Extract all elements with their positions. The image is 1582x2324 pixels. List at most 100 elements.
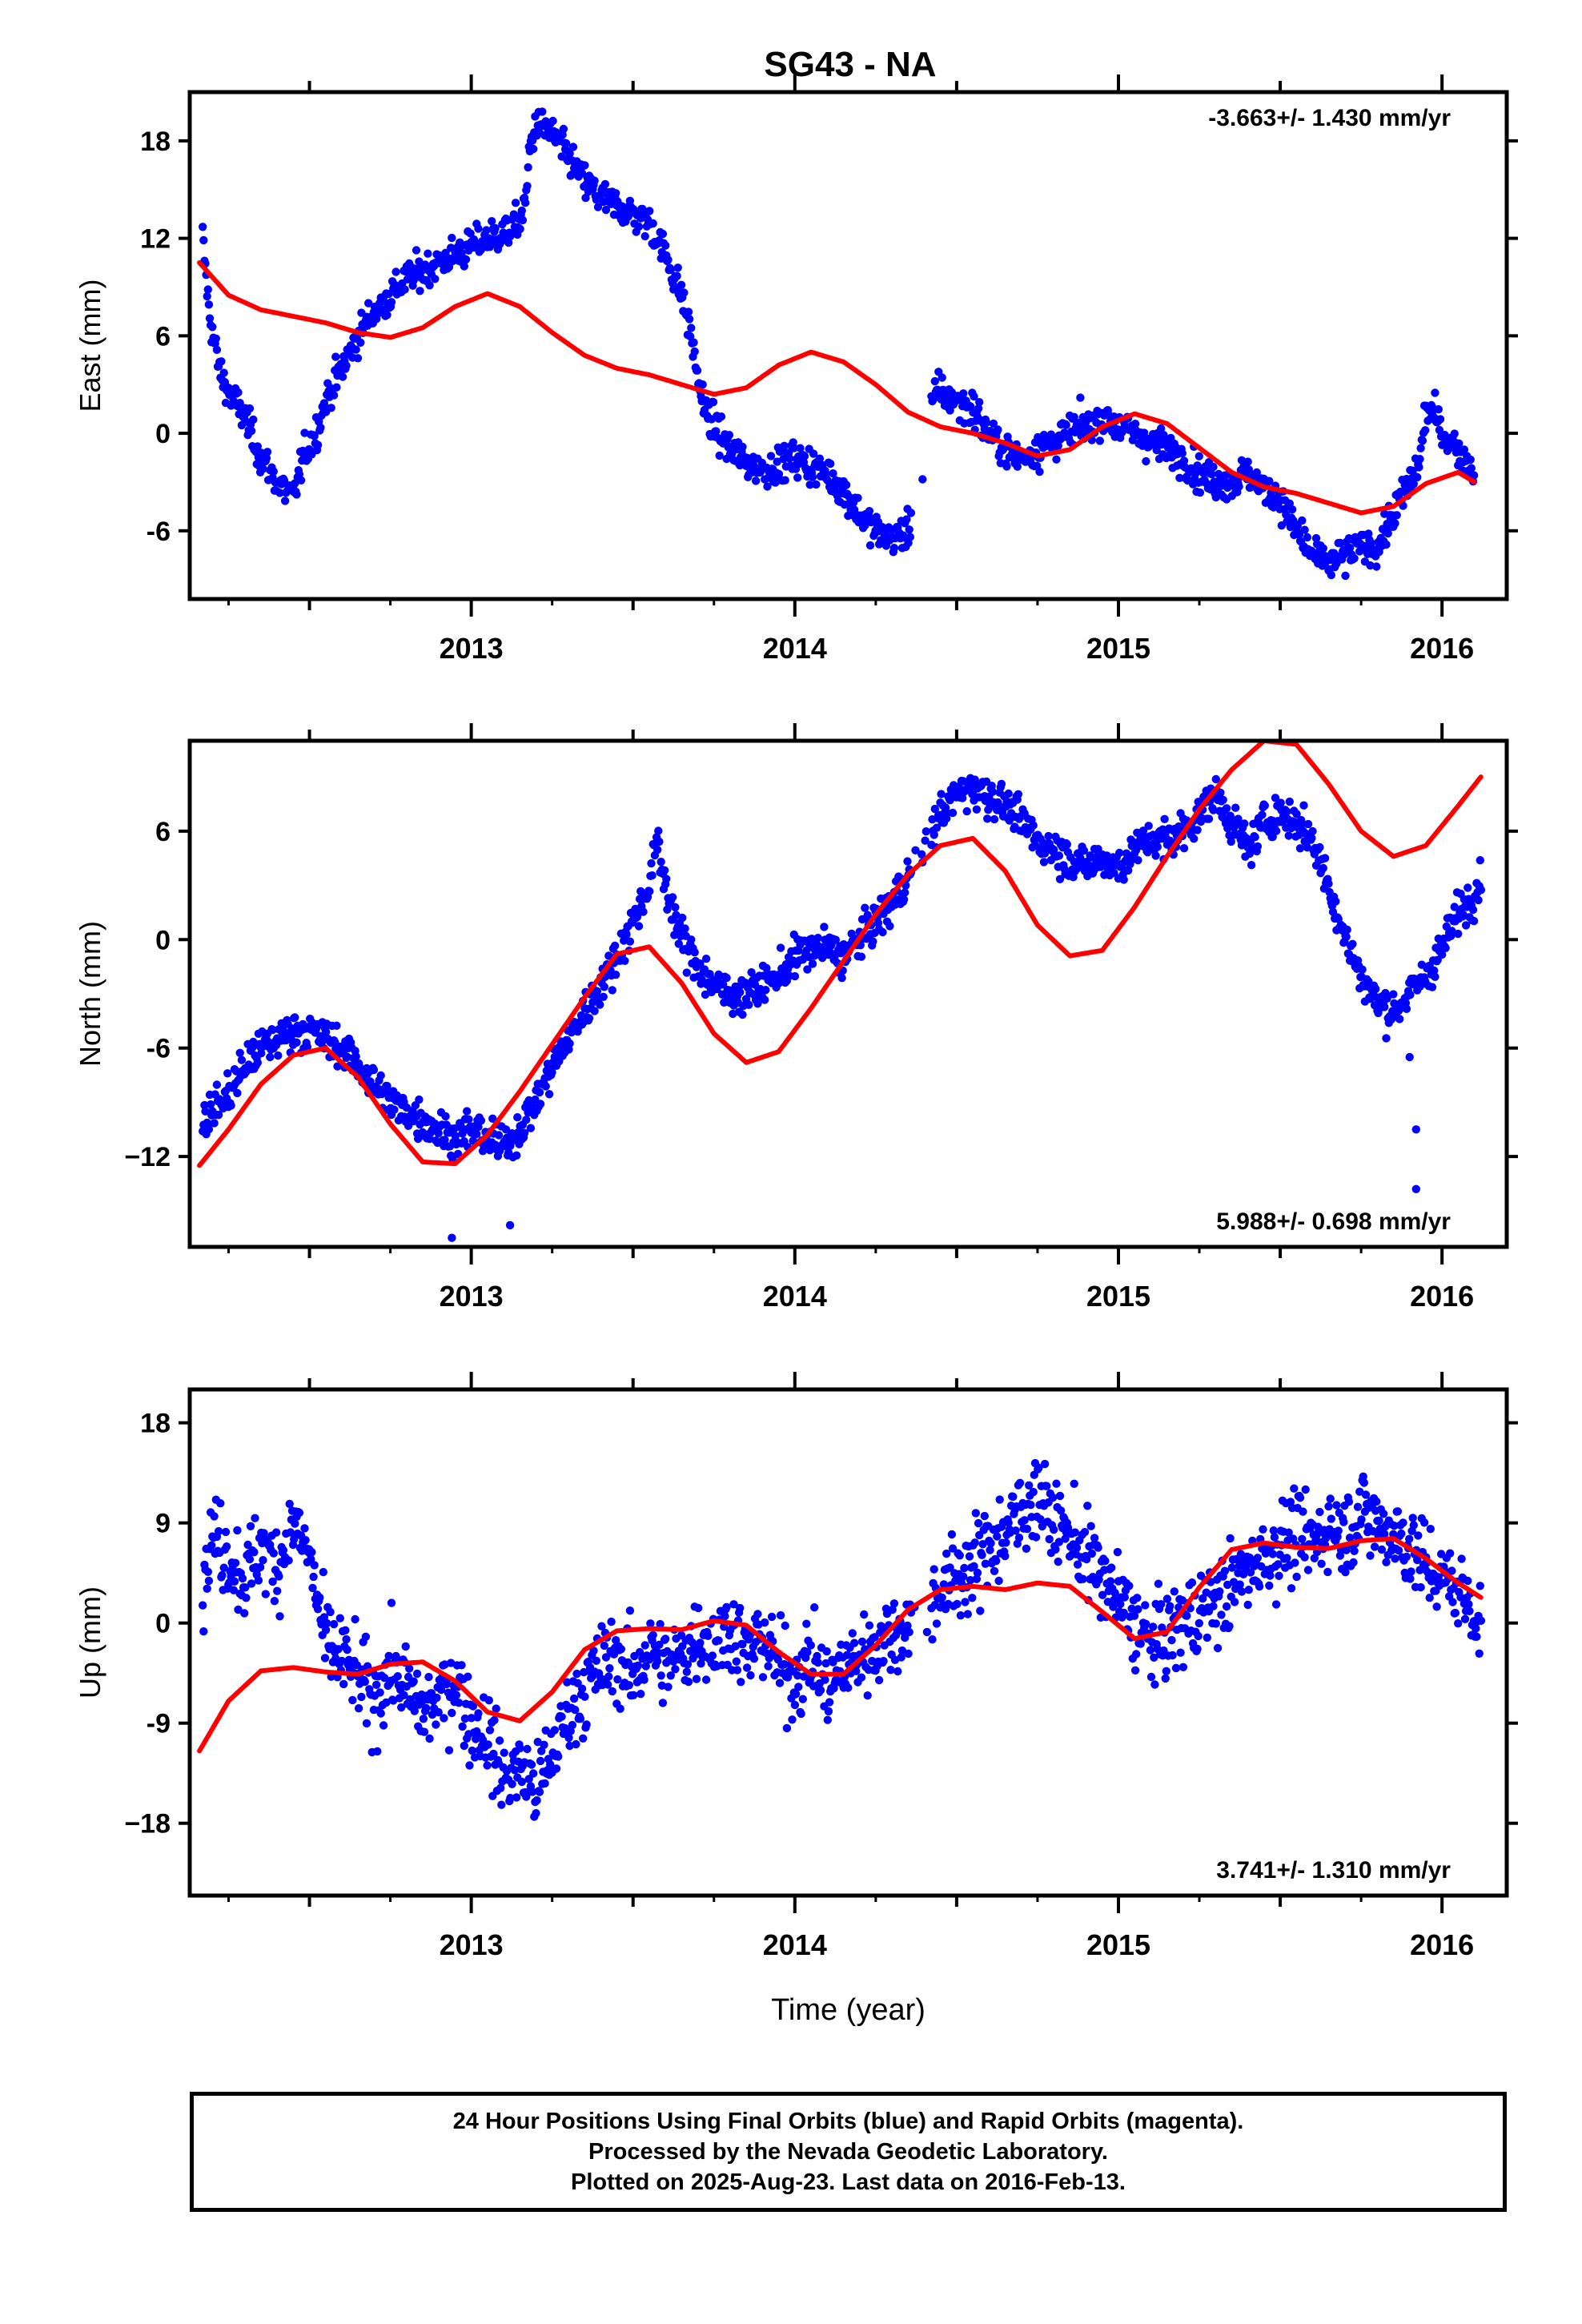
y-tick-label: 12 [140,224,171,255]
observation-point [1026,1501,1035,1510]
observation-point [1469,916,1479,926]
observation-point [313,1605,323,1614]
observation-point [460,262,468,271]
observation-point [1366,561,1375,570]
observation-point [329,391,339,400]
observation-point [229,1586,239,1594]
observation-point [970,1562,978,1571]
observation-point [1472,1632,1481,1641]
observation-point [803,965,812,974]
observation-point [1124,866,1133,875]
observation-point [269,467,278,476]
axes-frame-east [187,90,1509,601]
observation-point [1269,1526,1279,1535]
observation-point [879,1657,888,1666]
observation-point [571,1705,580,1715]
observation-point [746,1671,755,1680]
observation-point [321,1626,331,1634]
observation-point [482,226,491,235]
observation-point [680,288,689,297]
observation-point [431,275,440,283]
observation-point [958,794,967,802]
observation-point [509,210,518,219]
observation-point [321,1027,331,1036]
observation-point [674,939,683,948]
observation-point [451,1132,460,1140]
observation-point [523,1744,532,1754]
observation-point [1004,789,1013,798]
observation-point [737,1678,745,1687]
observation-point [1283,1554,1291,1562]
observation-point [1237,1587,1247,1596]
observation-point [1004,1518,1013,1527]
observation-point [976,1606,985,1615]
observation-point [247,1579,256,1588]
observation-point [1213,1643,1223,1653]
observation-point [533,1738,542,1747]
observation-point [761,1618,769,1627]
observation-point [712,427,721,436]
observation-point [1022,1544,1031,1554]
observation-point [1216,788,1225,797]
observation-point [1380,1003,1389,1011]
observation-point [1328,907,1338,916]
observation-point [214,1526,223,1536]
observation-point [607,1617,616,1626]
observation-point [313,440,323,449]
observation-point [506,1794,515,1803]
observation-point [465,1761,474,1770]
observation-point [1150,1680,1159,1689]
final-orbit-points-east [199,107,1479,581]
observation-point [1090,1534,1099,1542]
observation-point [978,1550,986,1560]
observation-point [653,845,662,854]
observation-point [634,222,644,231]
observation-point [342,361,351,370]
observation-point [373,1747,382,1756]
observation-point [508,1779,516,1788]
observation-point [1146,1672,1156,1682]
observation-point [1355,1487,1364,1496]
plot-area-east [197,107,1479,581]
observation-point [955,1551,965,1560]
observation-point [1426,1525,1435,1534]
observation-point [1134,856,1142,865]
observation-point [1414,1531,1423,1540]
observation-point [802,1619,811,1628]
observation-point [285,1499,294,1509]
observation-point [1079,846,1089,855]
observation-point [1464,883,1472,892]
observation-point [425,281,434,290]
observation-point [822,1647,831,1656]
observation-point [986,1538,995,1548]
observation-point [495,1736,504,1745]
observation-point [504,238,513,247]
observation-point [1002,462,1011,471]
observation-point [521,199,530,207]
observation-point [447,1659,456,1667]
observation-point [466,229,475,238]
observation-point [1319,544,1328,553]
observation-point [269,1549,278,1558]
observation-point [1468,905,1478,915]
observation-point [709,397,718,407]
observation-point [776,943,785,952]
observation-point [270,1597,279,1606]
observation-point [1383,994,1391,1003]
observation-point [963,1610,973,1618]
observation-point [802,946,811,955]
observation-point [405,1664,414,1673]
observation-point [1474,895,1483,905]
observation-point [1175,473,1184,482]
observation-point [1193,1644,1202,1654]
observation-point [990,814,999,824]
observation-point [419,1715,428,1723]
footer-line-2: Processed by the Nevada Geodetic Laborat… [588,2139,1108,2165]
observation-point [527,1760,536,1769]
observation-point [1070,1528,1080,1537]
observation-point [972,805,982,814]
observation-point [415,1095,424,1104]
observation-point [1285,797,1295,806]
observation-point [616,1645,625,1654]
observation-point [1001,1551,1010,1561]
